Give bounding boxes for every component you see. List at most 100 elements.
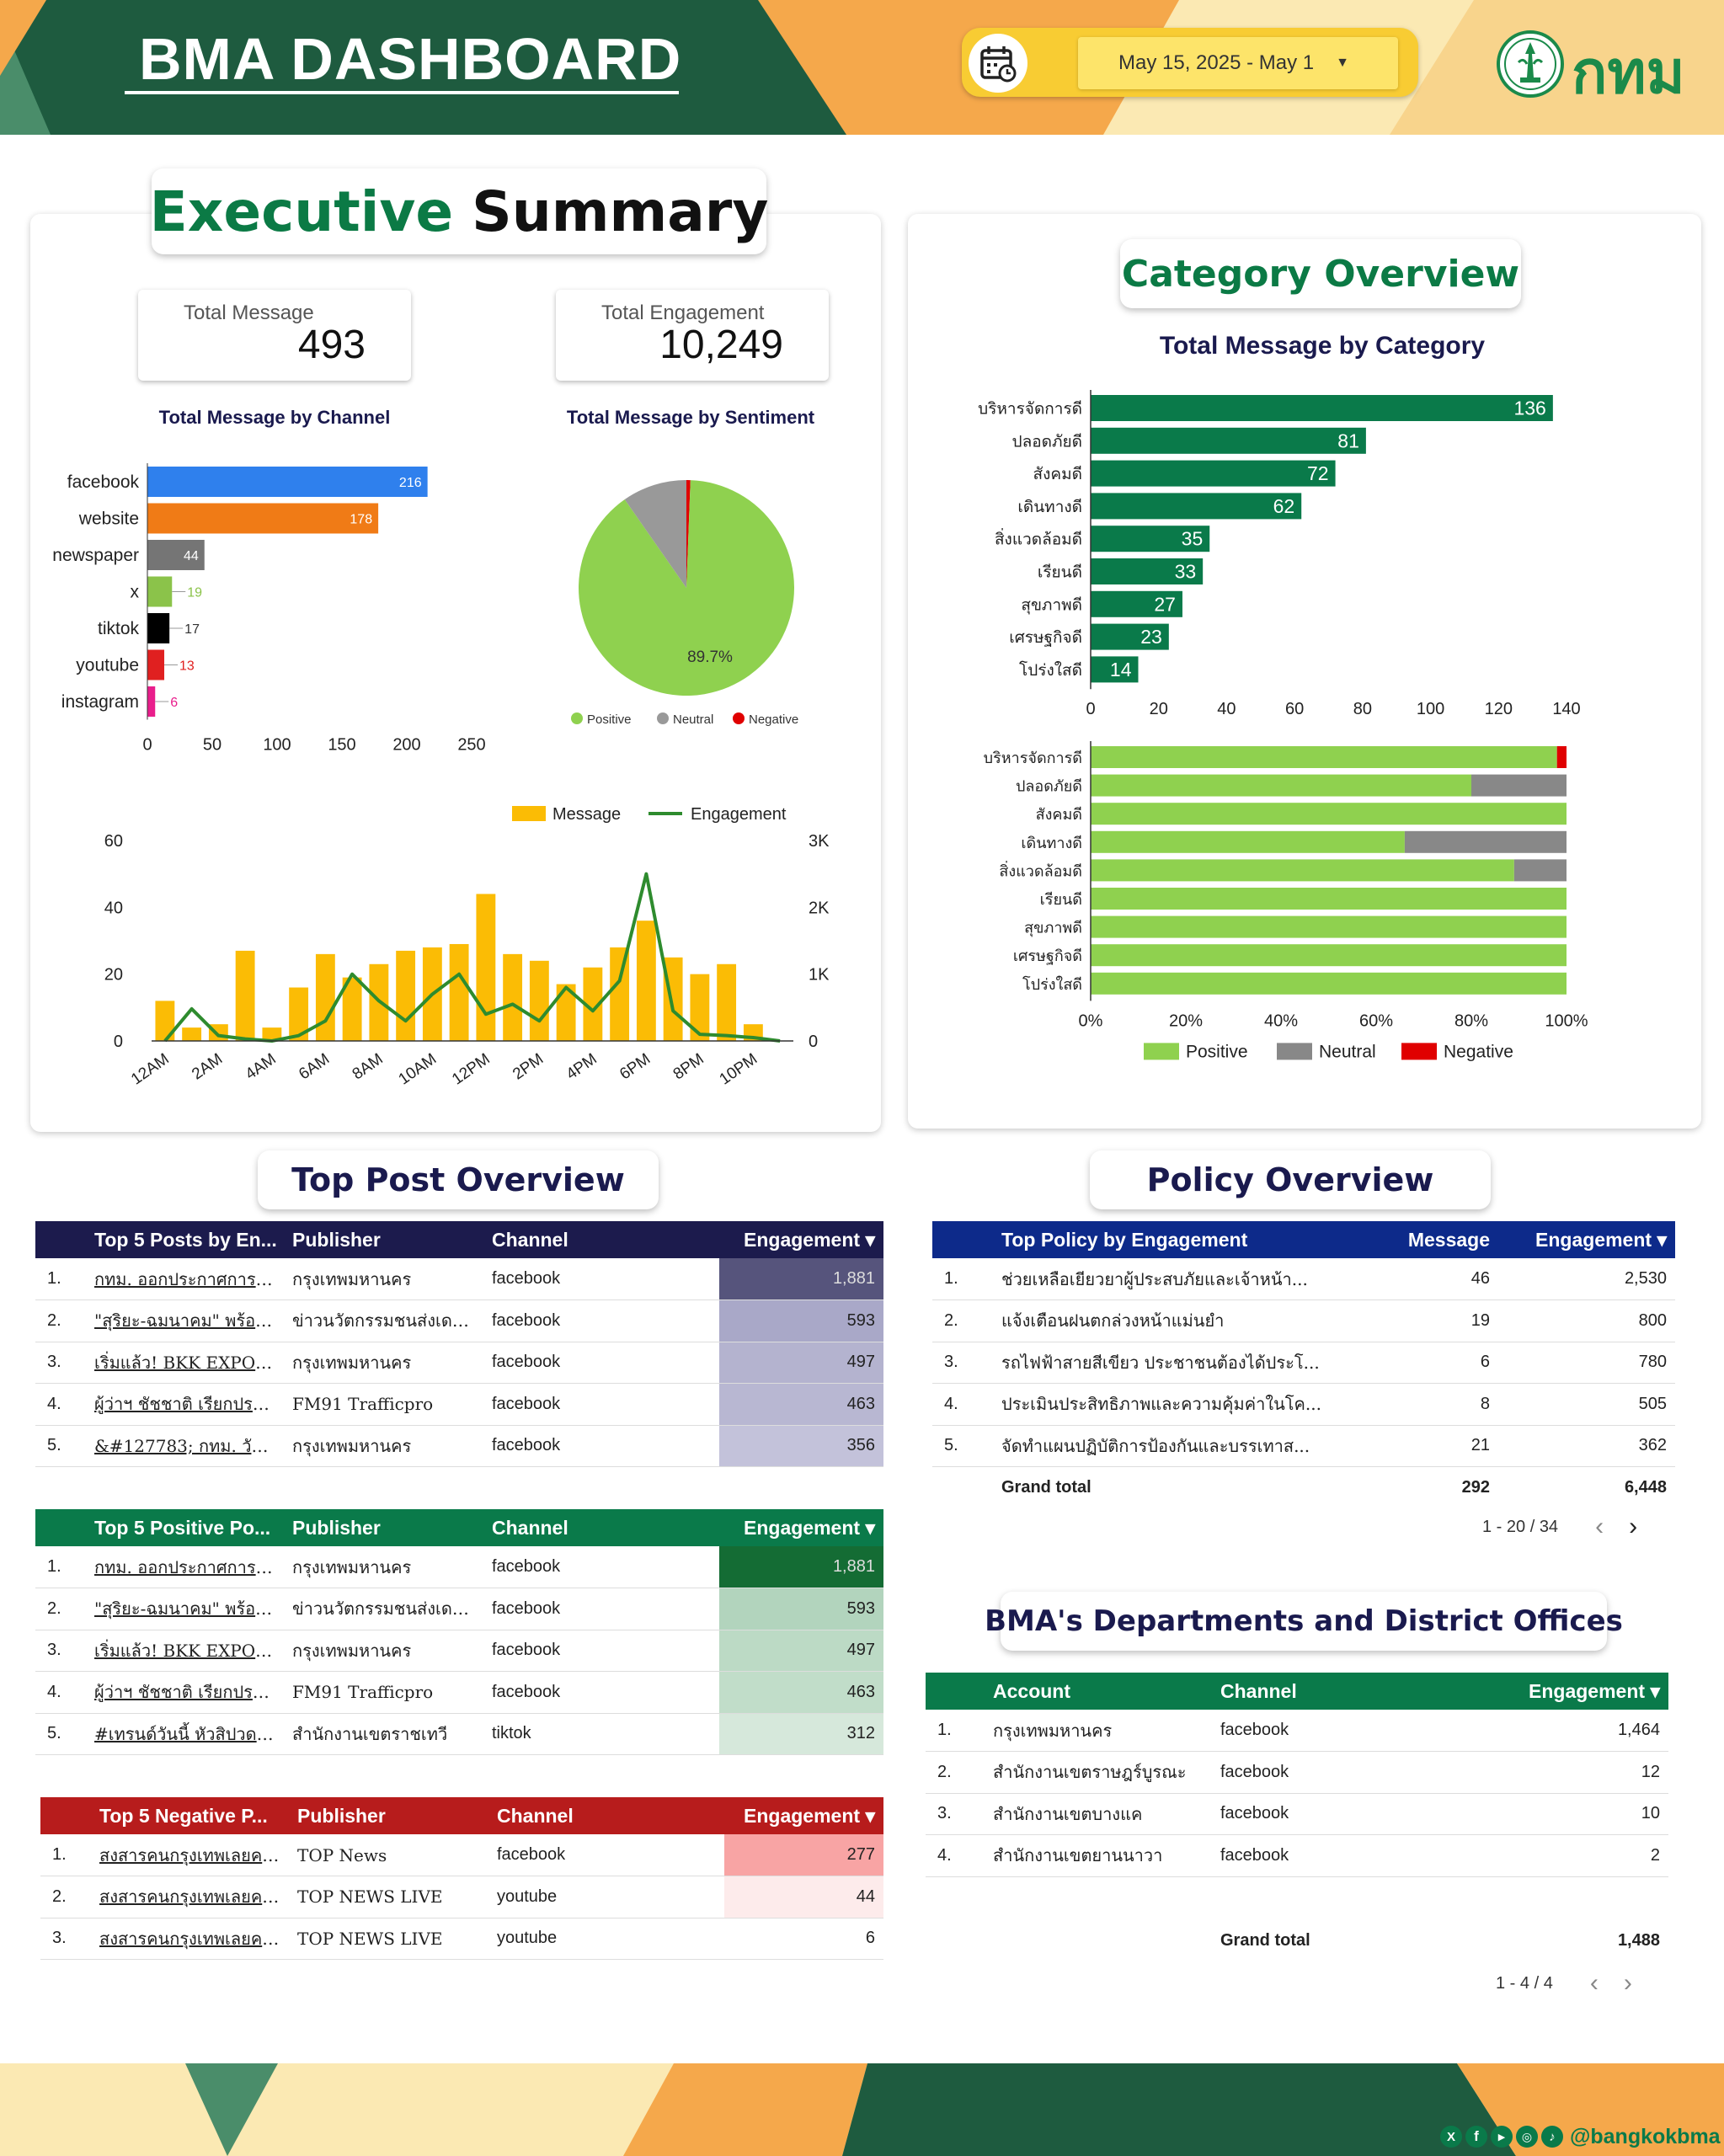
facebook-icon[interactable]: f [1465,2126,1487,2148]
chevron-right-icon[interactable]: › [1629,1513,1638,1540]
tiktok-icon[interactable]: ♪ [1541,2126,1563,2148]
table-row[interactable]: 1. กทม. ออกประกาศการสิ้นสุ... กรุงเทพมหานค… [35,1258,883,1300]
hourly-combo-chart: 0 20 40 60 0 1K 2K 3K 12AM 2AM 4AM 6AM 8AM 10AM 12PM 2P… [104,805,830,1089]
post-title-link[interactable]: "สุริยะ-ฉมนาคม" พร้อมมา... [86,1299,284,1342]
row-index: 3. [926,1793,985,1835]
table-row[interactable]: 2. สำนักงานเขตราษฎร์บูรณะ facebook 12 [926,1751,1668,1794]
legend-label: Positive [1186,1042,1248,1061]
message-count: 46 [1330,1258,1498,1300]
table-row[interactable]: 1. กรุงเทพมหานคร facebook 1,464 [926,1710,1668,1752]
post-title-link[interactable]: สงสารคนกรุงเทพเลยครับ!... [91,1918,289,1960]
youtube-icon[interactable]: ▶ [1491,2126,1513,2148]
chevron-left-icon[interactable]: ‹ [1595,1513,1604,1540]
chevron-right-icon[interactable]: › [1623,1969,1632,1997]
post-title-link[interactable]: สงสารคนกรุงเทพเลยครับ!... [91,1834,289,1876]
column-header-engagement-sort[interactable]: Engagement ▾ [1535,1228,1667,1251]
post-title-link[interactable]: ผู้ว่าฯ ชัชชาติ เรียกประชุม... [86,1671,284,1714]
calendar-icon[interactable] [969,34,1027,93]
channel: facebook [1212,1751,1465,1794]
departments-pagination: 1 - 4 / 4 ‹ › [1496,1969,1632,1998]
stacked-segment [1091,888,1567,910]
policy-name: ประเมินประสิทธิภาพและความคุ้มค่าในโค... [993,1383,1330,1426]
column-header-engagement-sort[interactable]: Engagement ▾ [744,1516,875,1539]
publisher: FM91 Trafficpro [284,1671,483,1714]
column-header-publisher[interactable]: Publisher [297,1804,386,1827]
bar-category-label: เรียนดี [1040,891,1082,908]
table-row[interactable]: 3. สำนักงานเขตบางแค facebook 10 [926,1793,1668,1835]
post-title-link[interactable]: เริ่มแล้ว! BKK EXPO 20... [86,1342,284,1384]
table-row[interactable]: 3. สงสารคนกรุงเทพเลยครับ!... TOP NEWS LIVE… [40,1918,883,1960]
instagram-icon[interactable]: ◎ [1516,2126,1538,2148]
bar-value-label: 17 [184,622,200,637]
column-header-top-posts[interactable]: Top 5 Posts by En... [94,1228,277,1251]
table-row[interactable]: 4. สำนักงานเขตยานนาวา facebook 2 [926,1834,1668,1877]
table-row[interactable]: 3. รถไฟฟ้าสายสีเขียว ประชาชนต้องได้ประโ..… [932,1342,1675,1384]
x-tick-label: 80 [1353,700,1372,718]
table-row[interactable]: 1. กทม. ออกประกาศการสิ้นสุ... กรุงเทพมหานค… [35,1546,883,1588]
table-row[interactable]: 1. ช่วยเหลือเยียวยาผู้ประสบภัยและเจ้าหน้า… [932,1258,1675,1300]
post-title-link[interactable]: กทม. ออกประกาศการสิ้นสุ... [86,1546,284,1588]
x-icon[interactable]: X [1440,2126,1462,2148]
bar-category-label: ปลอดภัยดี [1016,778,1082,795]
bar-value-label: 27 [1154,593,1176,615]
table-row[interactable]: 2. "สุริยะ-ฉมนาคม" พร้อมมา... ข่าวนวัตกรรม… [35,1299,883,1342]
channel-bar [147,467,428,497]
post-title-link[interactable]: กทม. ออกประกาศการสิ้นสุ... [86,1258,284,1300]
channel: facebook [1212,1834,1465,1877]
policy-overview-title: Policy Overview [1090,1150,1491,1209]
post-title-link[interactable]: &#127783; กทม. วันนี้ ... [86,1425,284,1467]
table-row[interactable]: 5. &#127783; กทม. วันนี้ ... กรุงเทพมหานคร… [35,1425,883,1467]
policy-pagination: 1 - 20 / 34 ‹ › [1482,1513,1637,1541]
bar-value-label: 216 [399,476,422,490]
table-row[interactable]: 2. สงสารคนกรุงเทพเลยครับ!... TOP NEWS LIVE… [40,1876,883,1919]
x-tick-label: 8AM [350,1050,387,1084]
column-header-engagement-sort[interactable]: Engagement ▾ [744,1228,875,1251]
table-row[interactable]: 3. เริ่มแล้ว! BKK EXPO 20... กรุงเทพมหานคร… [35,1342,883,1384]
column-header-publisher[interactable]: Publisher [292,1228,381,1251]
engagement-value: 12 [1465,1751,1668,1794]
column-header-top-positive[interactable]: Top 5 Positive Po... [94,1516,271,1539]
post-title-link[interactable]: #เทรนด์วันนี้ หัวสิปวด!!!อ... [86,1713,284,1755]
post-title-link[interactable]: เริ่มแล้ว! BKK EXPO 20... [86,1630,284,1672]
date-range-dropdown[interactable]: May 15, 2025 - May 1 ▼ [1078,37,1398,89]
column-header-engagement-sort[interactable]: Engagement ▾ [744,1804,875,1827]
channel-bar [147,613,170,643]
channel: facebook [1212,1710,1465,1752]
bar-value-label: 35 [1182,528,1204,550]
column-header-engagement-sort[interactable]: Engagement ▾ [1529,1679,1660,1702]
column-header-account[interactable]: Account [993,1679,1070,1702]
stacked-segment [1091,830,1405,853]
post-title-link[interactable]: "สุริยะ-ฉมนาคม" พร้อมมา... [86,1588,284,1630]
column-header-channel[interactable]: Channel [492,1228,568,1251]
legend-swatch-message [512,806,546,821]
bar-category-label: website [78,510,139,529]
bma-seal-logo [1497,30,1564,98]
column-header-publisher[interactable]: Publisher [292,1516,381,1539]
chevron-left-icon[interactable]: ‹ [1589,1969,1599,1997]
x-tick-label: 4PM [563,1050,600,1084]
table-row[interactable]: 2. "สุริยะ-ฉมนาคม" พร้อมมา... ข่าวนวัตกรรม… [35,1588,883,1630]
table-row[interactable]: 5. จัดทำแผนปฏิบัติการป้องกันและบรรเทาส...… [932,1425,1675,1467]
table-row[interactable]: 3. เริ่มแล้ว! BKK EXPO 20... กรุงเทพมหานคร… [35,1630,883,1672]
x-tick-label: 150 [328,736,355,755]
message-count: 19 [1330,1299,1498,1342]
column-header-channel[interactable]: Channel [492,1516,568,1539]
grand-total-message: 292 [1461,1478,1490,1497]
column-header-top-policy[interactable]: Top Policy by Engagement [1001,1228,1248,1251]
table-row[interactable]: 4. ผู้ว่าฯ ชัชชาติ เรียกประชุม... FM91 Tra… [35,1671,883,1714]
row-index: 4. [926,1834,985,1877]
bar-value-label: 33 [1175,561,1197,583]
bar-category-label: เศรษฐกิจดี [1009,628,1082,647]
column-header-channel[interactable]: Channel [497,1804,574,1827]
column-header-top-negative[interactable]: Top 5 Negative P... [99,1804,268,1827]
post-title-link[interactable]: ผู้ว่าฯ ชัชชาติ เรียกประชุม... [86,1383,284,1426]
table-row[interactable]: 4. ประเมินประสิทธิภาพและความคุ้มค่าในโค..… [932,1383,1675,1426]
engagement-value: 463 [719,1671,883,1714]
column-header-message[interactable]: Message [1407,1228,1490,1251]
table-row[interactable]: 5. #เทรนด์วันนี้ หัวสิปวด!!!อ... สำนักงานเ… [35,1713,883,1755]
table-row[interactable]: 4. ผู้ว่าฯ ชัชชาติ เรียกประชุม... FM91 Tra… [35,1383,883,1426]
post-title-link[interactable]: สงสารคนกรุงเทพเลยครับ!... [91,1876,289,1919]
table-row[interactable]: 1. สงสารคนกรุงเทพเลยครับ!... TOP News faceb… [40,1834,883,1876]
table-row[interactable]: 2. แจ้งเตือนฝนตกล่วงหน้าแม่นยำ 19 800 [932,1299,1675,1342]
column-header-channel[interactable]: Channel [1220,1679,1297,1702]
